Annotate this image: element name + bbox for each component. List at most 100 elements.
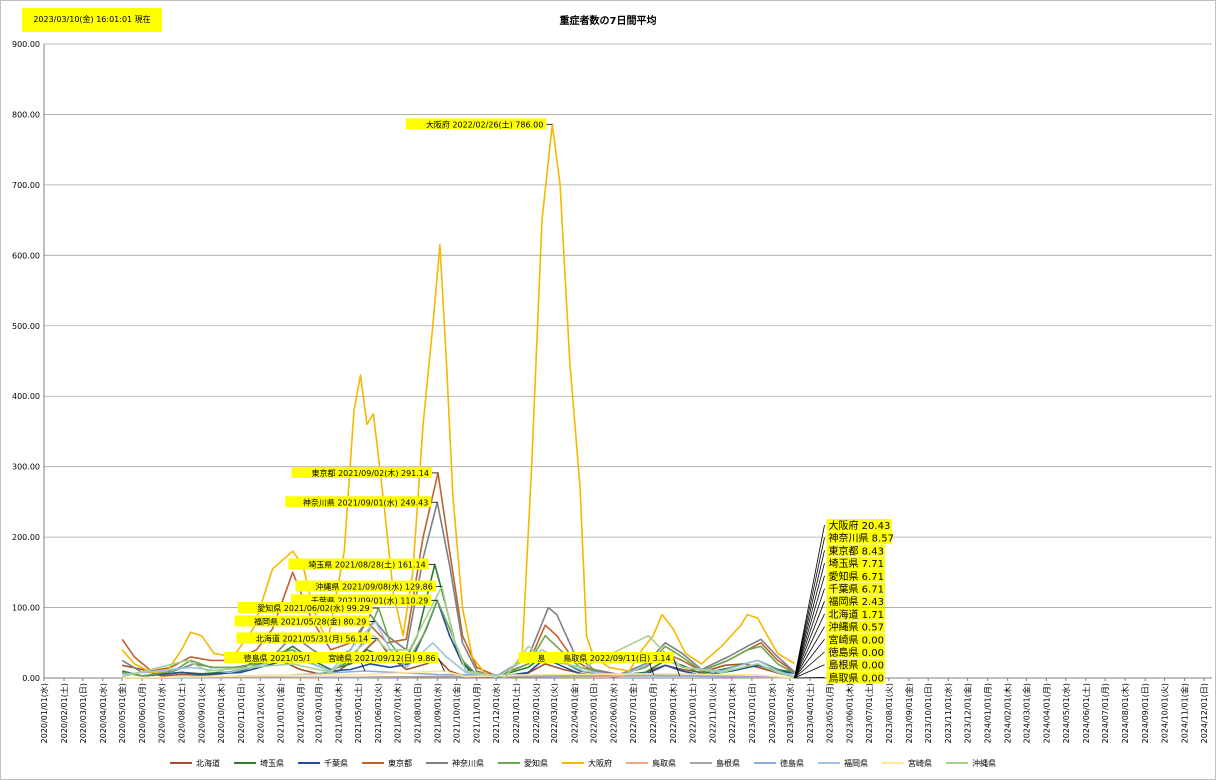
legend-item: 徳島県 <box>754 758 804 769</box>
end-label-box <box>826 557 885 570</box>
legend-item: 鳥取県 <box>626 758 676 769</box>
series-line-大阪府 <box>121 123 795 678</box>
y-tick-label: 200.00 <box>12 533 40 542</box>
x-tick-label: 2023/10/01(日) <box>924 683 933 743</box>
annotation-label: 鳥取県 2022/09/11(日) 3.14 <box>563 653 670 663</box>
x-tick-label: 2021/01/01(金) <box>275 683 285 743</box>
legend-label: 沖縄県 <box>972 758 996 768</box>
legend-item: 千葉県 <box>298 758 348 769</box>
end-label: 沖縄県 0.57 <box>829 621 884 634</box>
x-tick-label: 2023/07/01(土) <box>864 683 874 743</box>
x-tick-label: 2020/10/01(木) <box>216 683 226 743</box>
end-label-box <box>826 582 885 595</box>
legend-label: 北海道 <box>196 758 220 768</box>
x-tick-label: 2022/04/01(金) <box>569 683 579 743</box>
legend-item: 島根県 <box>690 758 740 769</box>
end-label-box <box>826 607 885 620</box>
end-label-box <box>826 569 885 582</box>
end-label-leader <box>794 639 825 679</box>
end-label-box <box>826 519 892 531</box>
end-label-leader <box>794 626 825 679</box>
legend-swatch <box>818 762 840 764</box>
annotation-box <box>544 652 674 663</box>
x-tick-label: 2022/08/01(月) <box>649 683 658 743</box>
x-tick-label: 2022/02/01(火) <box>532 683 541 743</box>
end-label-leader <box>794 524 825 679</box>
end-label-leader <box>794 677 825 679</box>
end-label-box <box>826 595 885 608</box>
x-tick-label: 2023/04/01(土) <box>805 683 815 743</box>
y-tick-label: 300.00 <box>12 463 40 472</box>
annotation-label: 福岡県 2021/05/28(金) 80.29 <box>254 616 366 626</box>
annotation-label: 北海道 2021/05/31(月) 56.14 <box>256 633 368 643</box>
legend-label: 愛知県 <box>524 758 548 768</box>
end-label-leader <box>794 550 825 679</box>
x-tick-label: 2021/05/01(土) <box>353 683 363 743</box>
legend-swatch <box>626 762 648 764</box>
x-tick-label: 2020/04/01(水) <box>98 683 108 743</box>
end-label-box <box>826 658 885 671</box>
annotation-box <box>285 496 432 508</box>
x-tick-label: 2021/11/01(月) <box>473 683 482 743</box>
x-tick-label: 2024/10/01(火) <box>1161 683 1170 743</box>
end-label-leader <box>794 664 825 679</box>
x-tick-label: 2021/03/01(月) <box>314 683 323 743</box>
end-label-leader <box>794 601 825 679</box>
legend-swatch <box>562 762 584 764</box>
end-label: 島根県 0.00 <box>829 659 884 672</box>
end-label: 鳥取県 0.00 <box>829 671 884 684</box>
x-tick-label: 2023/01/01(日) <box>748 683 757 743</box>
x-tick-label: 2021/04/01(木) <box>334 683 344 743</box>
x-tick-label: 2024/08/01(木) <box>1120 683 1130 743</box>
legend-label: 島根県 <box>716 758 740 768</box>
annotation-label: 東京都 2021/09/02(木) 291.14 <box>312 468 429 478</box>
x-tick-label: 2023/05/01(月) <box>825 683 834 743</box>
legend-item: 宮崎県 <box>882 758 932 769</box>
x-tick-label: 2021/07/01(木) <box>392 683 402 743</box>
annotation-box <box>224 652 360 663</box>
annotation-box <box>234 615 370 627</box>
x-tick-label: 2022/01/01(土) <box>511 683 521 743</box>
legend-label: 神奈川県 <box>452 758 484 768</box>
end-label: 大阪府 20.43 <box>829 519 891 532</box>
end-label-box <box>826 671 885 684</box>
end-label-leader <box>794 651 825 679</box>
x-tick-label: 2022/06/01(水) <box>609 683 619 743</box>
x-tick-label: 2021/02/01(月) <box>296 683 305 743</box>
annotation-label: 神奈川県 2021/09/01(水) 249.43 <box>303 497 428 507</box>
annotation-box <box>309 652 439 663</box>
y-tick-label: 900.00 <box>12 40 40 49</box>
end-label-leader <box>794 575 825 679</box>
end-label: 千葉県 6.71 <box>829 583 884 596</box>
annotation-box <box>290 594 432 606</box>
series-line-宮崎県 <box>122 670 795 679</box>
legend-swatch <box>170 762 192 764</box>
x-tick-label: 2020/09/01(火) <box>198 683 207 743</box>
x-tick-label: 2024/06/01(土) <box>1081 683 1091 743</box>
legend-label: 千葉県 <box>324 758 348 768</box>
end-label: 愛知県 6.71 <box>829 570 884 583</box>
legend-swatch <box>882 762 904 764</box>
annotation-label: 沖縄県 2021/09/08(水) 129.86 <box>315 582 432 592</box>
end-label-box <box>826 620 885 633</box>
x-tick-label: 2021/10/01(金) <box>452 683 462 743</box>
end-label: 北海道 1.71 <box>829 608 884 621</box>
x-tick-label: 2024/04/01(月) <box>1042 683 1051 743</box>
end-label-box <box>826 531 892 544</box>
legend-label: 徳島県 <box>780 758 804 768</box>
x-tick-label: 2023/09/01(金) <box>904 683 914 743</box>
chart-title: 重症者数の7日間平均 <box>559 16 657 27</box>
legend-label: 東京都 <box>388 758 412 768</box>
end-label: 徳島県 0.00 <box>829 646 884 659</box>
legend-item: 東京都 <box>362 758 412 769</box>
x-tick-label: 2020/12/01(火) <box>256 683 265 743</box>
legend-item: 埼玉県 <box>234 758 284 769</box>
end-label-leader <box>794 537 825 679</box>
x-tick-label: 2020/06/01(月) <box>138 683 147 743</box>
legend-item: 愛知県 <box>498 758 548 769</box>
annotation-box <box>291 466 432 478</box>
annotation-label: 徳島県 2021/05/12(水) 10.00 <box>244 653 356 663</box>
series-line-愛知県 <box>122 599 795 679</box>
x-tick-label: 2023/02/01(水) <box>767 683 777 743</box>
